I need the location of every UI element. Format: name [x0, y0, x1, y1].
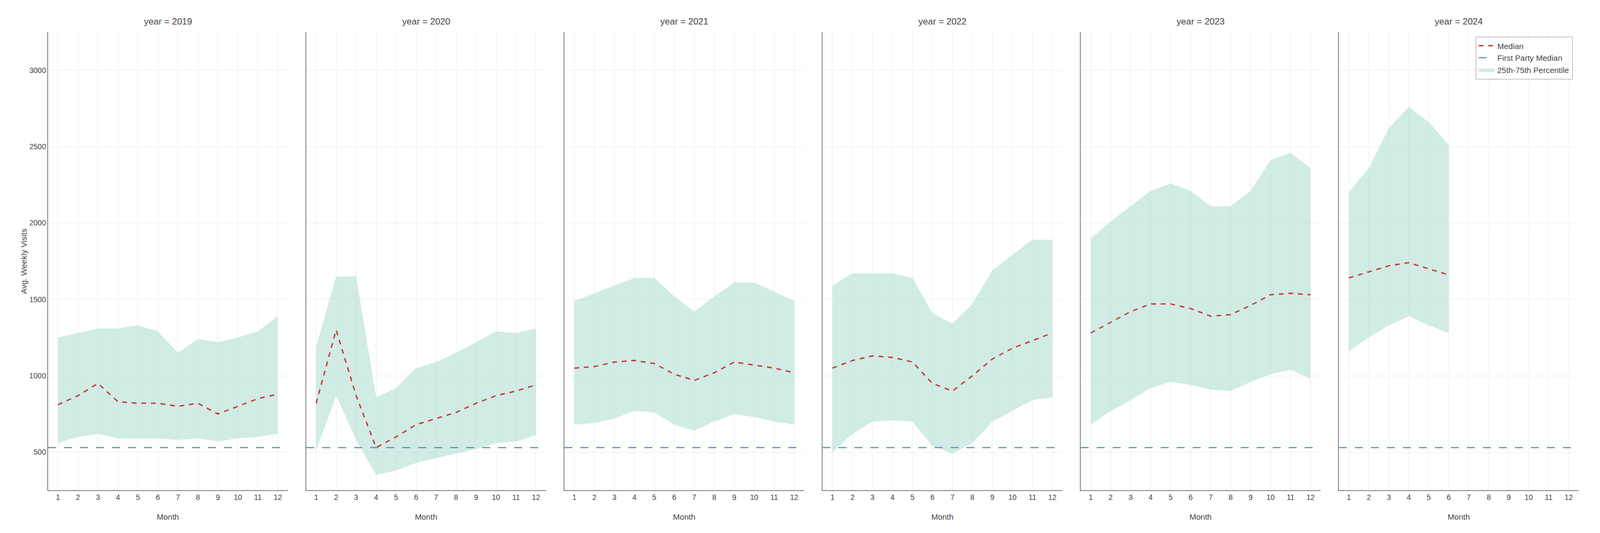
svg-text:10: 10: [1524, 493, 1534, 502]
svg-text:6: 6: [930, 493, 935, 502]
svg-text:Median: Median: [1497, 41, 1524, 51]
svg-text:1: 1: [314, 493, 319, 502]
svg-text:Month: Month: [1189, 512, 1212, 522]
svg-text:year = 2022: year = 2022: [918, 16, 967, 27]
svg-text:2: 2: [75, 493, 80, 502]
svg-text:8: 8: [453, 493, 459, 502]
svg-text:9: 9: [732, 493, 737, 502]
svg-text:1: 1: [1346, 493, 1351, 502]
svg-text:2: 2: [592, 493, 597, 502]
svg-text:year = 2019: year = 2019: [144, 16, 192, 27]
svg-text:year = 2024: year = 2024: [1434, 16, 1483, 27]
svg-text:1: 1: [1088, 493, 1093, 502]
svg-text:Month: Month: [673, 512, 696, 522]
svg-text:11: 11: [770, 493, 779, 502]
svg-text:3000: 3000: [29, 66, 46, 75]
svg-text:12: 12: [531, 493, 541, 502]
svg-text:1: 1: [572, 493, 577, 502]
svg-text:12: 12: [789, 493, 799, 502]
svg-text:11: 11: [512, 493, 520, 502]
svg-text:5: 5: [1168, 493, 1173, 502]
svg-text:6: 6: [155, 493, 160, 502]
svg-text:3: 3: [96, 493, 101, 502]
svg-text:2: 2: [1108, 493, 1114, 502]
svg-text:7: 7: [692, 493, 697, 502]
svg-text:year = 2020: year = 2020: [402, 16, 451, 27]
svg-text:Month: Month: [414, 512, 438, 522]
svg-text:year = 2021: year = 2021: [660, 16, 709, 27]
svg-text:1000: 1000: [29, 371, 46, 381]
svg-text:7: 7: [1466, 493, 1471, 502]
svg-text:12: 12: [1048, 493, 1057, 502]
svg-text:8: 8: [195, 493, 200, 502]
svg-text:5: 5: [394, 493, 399, 502]
svg-text:3: 3: [1386, 493, 1391, 502]
svg-text:2: 2: [333, 493, 339, 502]
svg-text:5: 5: [136, 493, 141, 502]
svg-text:25th-75th Percentile: 25th-75th Percentile: [1497, 65, 1570, 75]
svg-text:500: 500: [33, 448, 47, 457]
svg-text:12: 12: [273, 493, 283, 502]
svg-text:6: 6: [413, 493, 419, 502]
svg-text:4: 4: [890, 493, 895, 502]
svg-text:8: 8: [970, 493, 975, 502]
svg-text:4: 4: [115, 493, 120, 502]
svg-text:Avg. Weekly Visits: Avg. Weekly Visits: [19, 228, 29, 295]
svg-text:7: 7: [950, 493, 955, 502]
svg-text:4: 4: [1148, 493, 1154, 502]
svg-text:4: 4: [373, 493, 379, 502]
svg-text:3: 3: [870, 493, 875, 502]
svg-text:2500: 2500: [29, 142, 46, 151]
svg-text:5: 5: [910, 493, 915, 502]
svg-text:9: 9: [216, 493, 221, 502]
svg-text:2000: 2000: [29, 218, 46, 228]
svg-text:3: 3: [1128, 493, 1133, 502]
svg-text:11: 11: [1286, 493, 1295, 502]
svg-text:Month: Month: [156, 512, 180, 522]
svg-text:11: 11: [1545, 493, 1554, 502]
svg-text:11: 11: [253, 493, 262, 502]
svg-text:2: 2: [850, 493, 855, 502]
svg-text:8: 8: [712, 493, 717, 502]
svg-text:11: 11: [1028, 493, 1037, 502]
svg-text:6: 6: [1446, 493, 1452, 502]
svg-text:7: 7: [1208, 493, 1213, 502]
svg-text:5: 5: [652, 493, 657, 502]
svg-text:9: 9: [990, 493, 995, 502]
svg-text:9: 9: [474, 493, 479, 502]
svg-text:4: 4: [632, 493, 637, 502]
svg-text:10: 10: [233, 493, 243, 502]
svg-text:1: 1: [830, 493, 835, 502]
svg-text:10: 10: [749, 493, 759, 502]
svg-text:7: 7: [434, 493, 439, 502]
svg-text:8: 8: [1228, 493, 1233, 502]
svg-text:Month: Month: [931, 512, 954, 522]
svg-text:3: 3: [354, 493, 359, 502]
svg-text:8: 8: [1486, 493, 1491, 502]
svg-text:4: 4: [1406, 493, 1412, 502]
svg-text:3: 3: [612, 493, 617, 502]
svg-text:1: 1: [56, 493, 61, 502]
svg-text:9: 9: [1506, 493, 1511, 502]
svg-text:12: 12: [1306, 493, 1315, 502]
svg-text:10: 10: [1008, 493, 1017, 502]
svg-text:10: 10: [1266, 493, 1275, 502]
svg-text:1500: 1500: [29, 295, 46, 304]
svg-text:9: 9: [1248, 493, 1253, 502]
svg-text:7: 7: [176, 493, 181, 502]
svg-text:year = 2023: year = 2023: [1176, 16, 1225, 27]
svg-text:5: 5: [1426, 493, 1431, 502]
svg-text:2: 2: [1366, 493, 1372, 502]
svg-text:First Party Median: First Party Median: [1497, 53, 1563, 63]
svg-text:Month: Month: [1447, 512, 1470, 522]
svg-text:12: 12: [1564, 493, 1573, 502]
svg-text:6: 6: [672, 493, 677, 502]
svg-text:10: 10: [491, 493, 501, 502]
svg-text:6: 6: [1188, 493, 1193, 502]
